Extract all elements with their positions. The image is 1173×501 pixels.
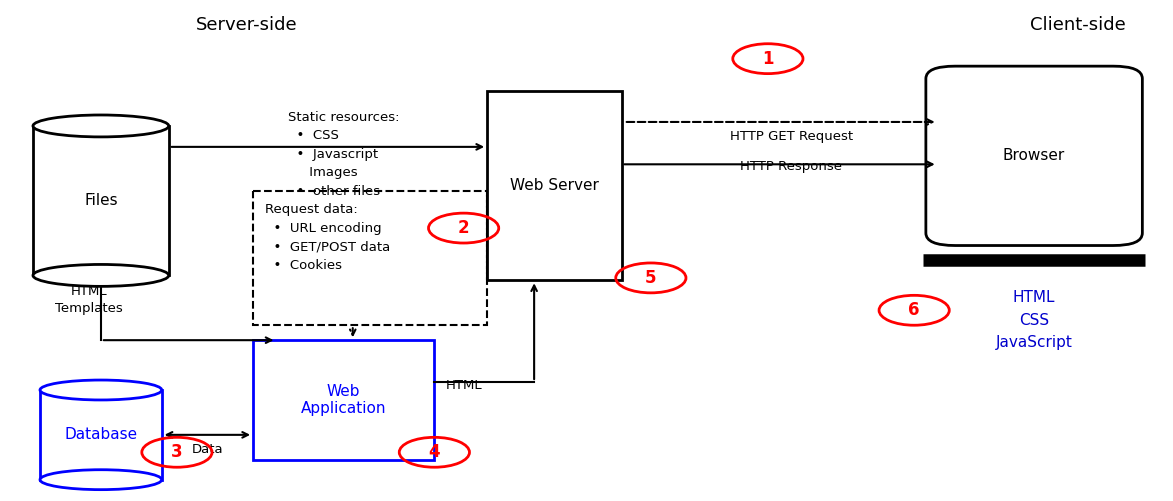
Ellipse shape — [33, 115, 169, 137]
Ellipse shape — [40, 470, 162, 489]
Text: Files: Files — [84, 193, 117, 208]
Text: Web
Application: Web Application — [301, 384, 386, 416]
Text: 3: 3 — [171, 443, 183, 461]
Text: 2: 2 — [457, 219, 469, 237]
Text: 1: 1 — [762, 50, 774, 68]
Text: HTTP GET Request: HTTP GET Request — [730, 130, 853, 143]
Text: HTML
CSS
JavaScript: HTML CSS JavaScript — [996, 291, 1072, 350]
Text: HTML: HTML — [446, 379, 483, 391]
FancyBboxPatch shape — [253, 340, 434, 460]
Text: 5: 5 — [645, 269, 657, 287]
FancyBboxPatch shape — [487, 91, 622, 281]
Text: Web Server: Web Server — [510, 178, 598, 193]
Text: Data: Data — [191, 443, 223, 456]
Text: 6: 6 — [908, 301, 920, 319]
Text: 4: 4 — [428, 443, 440, 461]
FancyBboxPatch shape — [925, 66, 1143, 245]
Text: Server-side: Server-side — [196, 17, 298, 35]
Text: HTML
Templates: HTML Templates — [55, 286, 123, 315]
Ellipse shape — [33, 265, 169, 287]
Text: Browser: Browser — [1003, 148, 1065, 163]
Text: HTTP Response: HTTP Response — [740, 160, 842, 173]
Text: Database: Database — [65, 427, 137, 442]
Text: Client-side: Client-side — [1030, 17, 1126, 35]
Text: Request data:
  •  URL encoding
  •  GET/POST data
  •  Cookies: Request data: • URL encoding • GET/POST … — [265, 203, 389, 272]
Text: Static resources:
  •  CSS
  •  Javascript
     Images
  •  other files: Static resources: • CSS • Javascript Ima… — [289, 111, 400, 198]
FancyBboxPatch shape — [253, 191, 487, 325]
Ellipse shape — [40, 380, 162, 400]
